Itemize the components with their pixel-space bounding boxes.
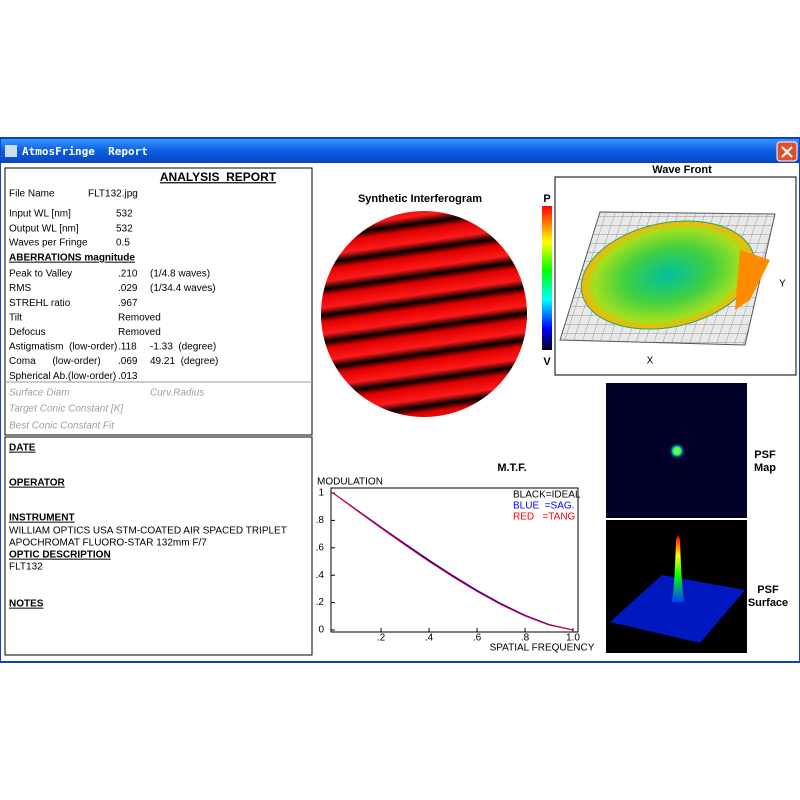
x-axis-label: SPATIAL FREQUENCY (490, 643, 595, 654)
aberration-note: 49.21 (degree) (150, 356, 218, 367)
aberration-note: (1/4.8 waves) (150, 269, 210, 280)
curv-radius: Curv.Radius (150, 388, 204, 399)
legend-entry: BLACK=IDEAL (513, 490, 581, 501)
y-axis-label: MODULATION (317, 477, 383, 488)
optic-heading: OPTIC DESCRIPTION (9, 550, 111, 561)
aberration-value: .029 (118, 283, 138, 294)
field-value: 0.5 (116, 238, 130, 249)
field-value: 532 (116, 224, 133, 235)
x-tick-label: .2 (377, 633, 386, 644)
field-value: FLT132.jpg (88, 189, 138, 200)
scale-bottom: V (543, 356, 551, 368)
y-tick-label: .4 (316, 570, 325, 581)
psf-surface-label: PSF (757, 584, 779, 596)
aberration-label: STREHL ratio (9, 298, 71, 309)
aberration-value: .967 (118, 298, 138, 309)
field-label: Output WL [nm] (9, 224, 79, 235)
window-title: AtmosFringe Report (22, 145, 148, 158)
field-value: 532 (116, 209, 133, 220)
mtf-curve (332, 492, 574, 631)
y-tick-label: .2 (316, 597, 325, 608)
psf-map-label: Map (754, 462, 776, 474)
scale-top: P (543, 193, 550, 205)
app-icon (5, 145, 17, 157)
psf-spot (669, 443, 685, 459)
aberration-note: (1/34.4 waves) (150, 283, 216, 294)
aberration-value: .013 (118, 371, 138, 382)
operator-heading: OPERATOR (9, 478, 66, 489)
y-tick-label: 1 (318, 488, 324, 499)
optic-text: FLT132 (9, 562, 43, 573)
report-title: ANALYSIS REPORT (160, 170, 277, 184)
plot-frame (330, 487, 579, 633)
aberration-note: -1.33 (degree) (150, 342, 216, 353)
wavefront-edge (735, 250, 770, 310)
legend-entry: RED =TANG (513, 512, 576, 523)
wavefront-x: X (647, 356, 654, 367)
mtf-curve (332, 492, 574, 631)
wavefront-y: Y (779, 279, 786, 290)
aberration-label: Tilt (9, 312, 22, 323)
aberrations-title: ABERRATIONS magnitude (9, 253, 135, 264)
instrument-text: APOCHROMAT FLUORO-STAR 132mm F/7 (9, 538, 207, 549)
x-tick-label: .4 (425, 633, 434, 644)
psf-spike (671, 536, 685, 602)
aberration-label: Astigmatism (low-order) (9, 342, 117, 353)
aberration-label: RMS (9, 283, 32, 294)
aberration-value: Removed (118, 327, 161, 338)
date-heading: DATE (9, 443, 36, 454)
instrument-text: WILLIAM OPTICS USA STM-COATED AIR SPACED… (9, 526, 287, 537)
psf-surface-label: Surface (748, 597, 788, 609)
target-conic: Target Conic Constant [K] (9, 404, 123, 415)
chart-title: M.T.F. (497, 462, 526, 474)
notes-box (4, 436, 313, 656)
aberration-value: .118 (118, 342, 137, 353)
legend-entry: BLUE =SAG. (513, 501, 574, 512)
interferogram (321, 211, 527, 417)
x-tick-label: .6 (473, 633, 482, 644)
surface-diam: Surface Diam (9, 388, 70, 399)
aberration-label: Defocus (9, 327, 46, 338)
field-label: Waves per Fringe (9, 238, 88, 249)
best-conic: Best Conic Constant Fit (9, 421, 115, 432)
aberration-value: Removed (118, 312, 161, 323)
x-tick-label: .8 (521, 633, 530, 644)
field-label: File Name (9, 189, 55, 200)
notes-heading: NOTES (9, 599, 44, 610)
instrument-heading: INSTRUMENT (9, 513, 75, 524)
aberration-label: Spherical Ab.(low-order) (9, 371, 116, 382)
aberration-label: Peak to Valley (9, 269, 72, 280)
title-bar (1, 139, 799, 163)
y-tick-label: .8 (316, 515, 325, 526)
x-tick-label: 1.0 (566, 633, 580, 644)
psf-plane (610, 575, 745, 643)
report-box (4, 167, 313, 436)
color-scale (542, 206, 552, 350)
aberration-value: .069 (118, 356, 138, 367)
psf-map-label: PSF (754, 449, 776, 461)
y-tick-label: 0 (318, 625, 324, 636)
field-label: Input WL [nm] (9, 209, 71, 220)
aberration-value: .210 (118, 269, 138, 280)
interferogram-title: Synthetic Interferogram (358, 193, 482, 205)
wavefront-title: Wave Front (652, 164, 712, 176)
close-icon (781, 146, 793, 158)
aberration-label: Coma (low-order) (9, 356, 101, 367)
y-tick-label: .6 (316, 542, 325, 553)
